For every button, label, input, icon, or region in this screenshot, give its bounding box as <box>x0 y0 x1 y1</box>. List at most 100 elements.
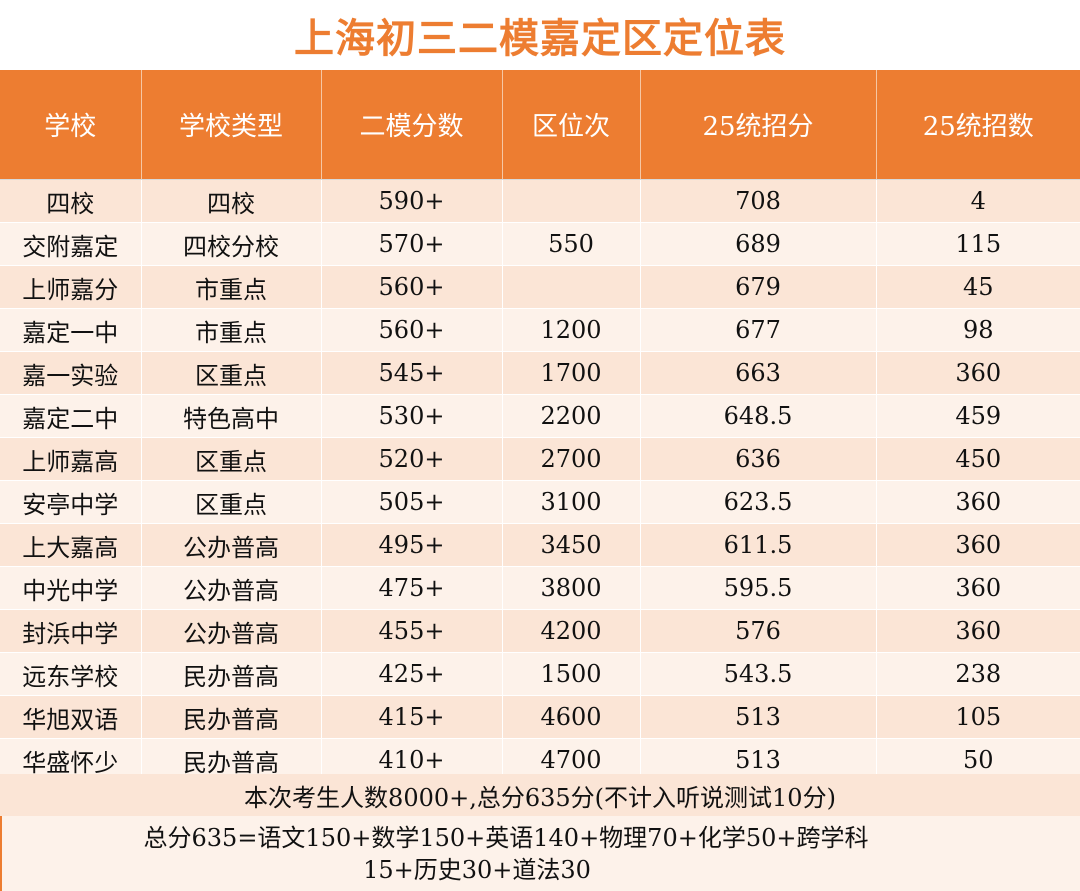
school-type-cell: 公办普高 <box>141 609 322 653</box>
table-row: 交附嘉定 四校分校 570+ 550 689 115 <box>0 222 1080 266</box>
school-type-cell: 特色高中 <box>141 394 322 438</box>
admission-count-cell: 45 <box>876 265 1080 309</box>
school-cell: 中光中学 <box>0 566 142 610</box>
score-composition-note: 总分635=语文150+数学150+英语140+物理70+化学50+跨学科 15… <box>0 816 1080 891</box>
page-title: 上海初三二模嘉定区定位表 <box>0 0 1080 71</box>
admission-count-cell: 360 <box>876 609 1080 653</box>
table-row: 安亭中学 区重点 505+ 3100 623.5 360 <box>0 480 1080 524</box>
admission-count-cell: 115 <box>876 222 1080 266</box>
school-cell: 交附嘉定 <box>0 222 142 266</box>
table-row: 封浜中学 公办普高 455+ 4200 576 360 <box>0 609 1080 653</box>
header-school: 学校 <box>0 70 142 180</box>
admission-count-cell: 238 <box>876 652 1080 696</box>
table-row: 嘉定二中 特色高中 530+ 2200 648.5 459 <box>0 394 1080 438</box>
table-row: 中光中学 公办普高 475+ 3800 595.5 360 <box>0 566 1080 610</box>
district-rank-cell <box>502 265 641 309</box>
school-type-cell: 市重点 <box>141 265 322 309</box>
mock-score-cell: 475+ <box>321 566 503 610</box>
district-rank-cell: 1200 <box>502 308 641 352</box>
admission-score-cell: 636 <box>640 437 877 481</box>
header-admission-score: 25统招分 <box>640 70 877 180</box>
table-row: 远东学校 民办普高 425+ 1500 543.5 238 <box>0 652 1080 696</box>
header-admission-count: 25统招数 <box>876 70 1080 180</box>
admission-count-cell: 360 <box>876 566 1080 610</box>
admission-score-cell: 708 <box>640 179 877 223</box>
school-type-cell: 公办普高 <box>141 566 322 610</box>
district-rank-cell: 1500 <box>502 652 641 696</box>
school-type-cell: 区重点 <box>141 351 322 395</box>
school-cell: 封浜中学 <box>0 609 142 653</box>
admission-count-cell: 360 <box>876 480 1080 524</box>
school-type-cell: 四校 <box>141 179 322 223</box>
admission-score-cell: 513 <box>640 695 877 739</box>
admission-score-cell: 689 <box>640 222 877 266</box>
mock-score-cell: 570+ <box>321 222 503 266</box>
admission-score-cell: 679 <box>640 265 877 309</box>
district-rank-cell: 3100 <box>502 480 641 524</box>
school-cell: 嘉一实验 <box>0 351 142 395</box>
school-type-cell: 民办普高 <box>141 652 322 696</box>
admission-count-cell: 98 <box>876 308 1080 352</box>
admission-count-cell: 450 <box>876 437 1080 481</box>
district-rank-cell: 4600 <box>502 695 641 739</box>
admission-score-cell: 576 <box>640 609 877 653</box>
ranking-table: 学校 学校类型 二模分数 区位次 25统招分 25统招数 四校 四校 590+ 708… <box>0 70 1080 782</box>
admission-count-cell: 360 <box>876 523 1080 567</box>
district-rank-cell: 2200 <box>502 394 641 438</box>
admission-count-cell: 360 <box>876 351 1080 395</box>
mock-score-cell: 590+ <box>321 179 503 223</box>
school-cell: 上师嘉高 <box>0 437 142 481</box>
table-row: 嘉一实验 区重点 545+ 1700 663 360 <box>0 351 1080 395</box>
header-row: 学校 学校类型 二模分数 区位次 25统招分 25统招数 <box>0 70 1080 180</box>
mock-score-cell: 560+ <box>321 265 503 309</box>
district-rank-cell: 3450 <box>502 523 641 567</box>
district-rank-cell: 550 <box>502 222 641 266</box>
district-rank-cell: 1700 <box>502 351 641 395</box>
mock-score-cell: 505+ <box>321 480 503 524</box>
school-cell: 上师嘉分 <box>0 265 142 309</box>
school-type-cell: 区重点 <box>141 480 322 524</box>
school-type-cell: 市重点 <box>141 308 322 352</box>
school-type-cell: 民办普高 <box>141 695 322 739</box>
school-type-cell: 公办普高 <box>141 523 322 567</box>
table-row: 上师嘉分 市重点 560+ 679 45 <box>0 265 1080 309</box>
admission-score-cell: 543.5 <box>640 652 877 696</box>
admission-score-cell: 663 <box>640 351 877 395</box>
school-cell: 远东学校 <box>0 652 142 696</box>
school-cell: 华旭双语 <box>0 695 142 739</box>
admission-score-cell: 648.5 <box>640 394 877 438</box>
mock-score-cell: 530+ <box>321 394 503 438</box>
header-mock-score: 二模分数 <box>321 70 503 180</box>
score-composition-line-1: 总分635=语文150+数学150+英语140+物理70+化学50+跨学科 <box>143 823 869 852</box>
school-cell: 嘉定一中 <box>0 308 142 352</box>
admission-count-cell: 105 <box>876 695 1080 739</box>
school-cell: 四校 <box>0 179 142 223</box>
mock-score-cell: 545+ <box>321 351 503 395</box>
score-composition-line-2: 15+历史30+道法30 <box>363 855 591 884</box>
school-cell: 上大嘉高 <box>0 523 142 567</box>
district-rank-cell: 2700 <box>502 437 641 481</box>
district-rank-cell <box>502 179 641 223</box>
admission-count-cell: 4 <box>876 179 1080 223</box>
mock-score-cell: 520+ <box>321 437 503 481</box>
school-cell: 嘉定二中 <box>0 394 142 438</box>
district-rank-cell: 4200 <box>502 609 641 653</box>
header-district-rank: 区位次 <box>502 70 641 180</box>
mock-score-cell: 455+ <box>321 609 503 653</box>
admission-count-cell: 459 <box>876 394 1080 438</box>
mock-score-cell: 495+ <box>321 523 503 567</box>
mock-score-cell: 425+ <box>321 652 503 696</box>
table-row: 上大嘉高 公办普高 495+ 3450 611.5 360 <box>0 523 1080 567</box>
mock-score-cell: 560+ <box>321 308 503 352</box>
mock-score-cell: 415+ <box>321 695 503 739</box>
table-row: 嘉定一中 市重点 560+ 1200 677 98 <box>0 308 1080 352</box>
school-type-cell: 四校分校 <box>141 222 322 266</box>
exam-note: 本次考生人数8000+,总分635分(不计入听说测试10分) <box>0 774 1080 816</box>
school-type-cell: 区重点 <box>141 437 322 481</box>
admission-score-cell: 595.5 <box>640 566 877 610</box>
admission-score-cell: 623.5 <box>640 480 877 524</box>
table-row: 四校 四校 590+ 708 4 <box>0 179 1080 223</box>
district-rank-cell: 3800 <box>502 566 641 610</box>
admission-score-cell: 611.5 <box>640 523 877 567</box>
